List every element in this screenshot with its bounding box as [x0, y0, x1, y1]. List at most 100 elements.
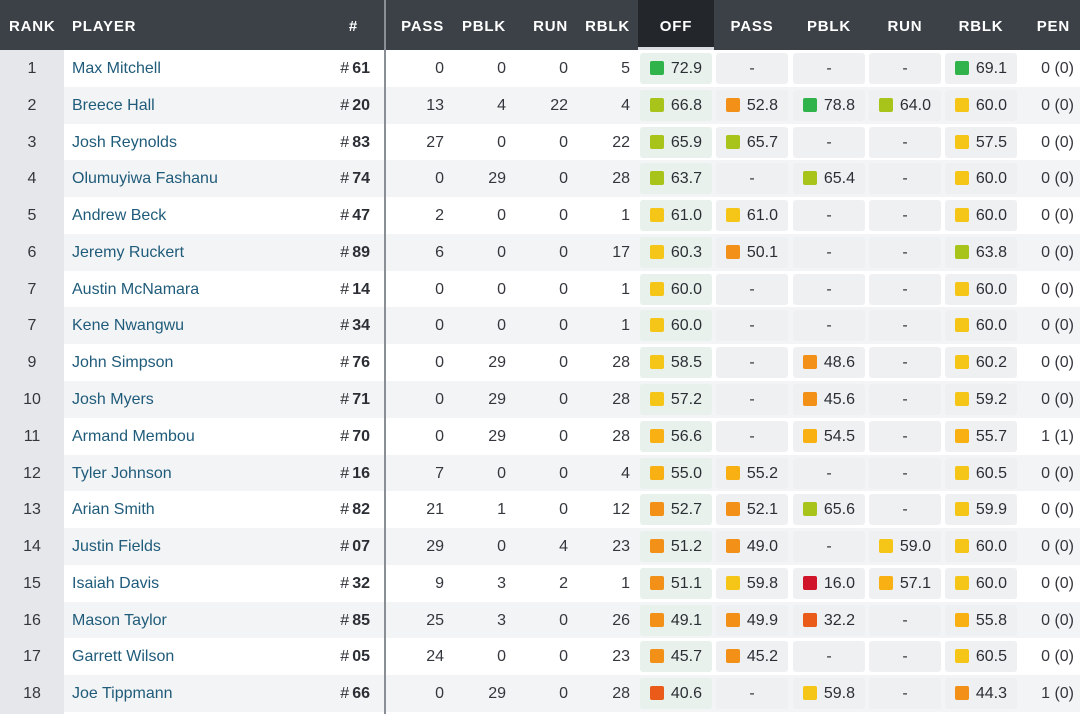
- snaps-run-cell: 0: [559, 685, 568, 703]
- player-name-link[interactable]: Jeremy Ruckert: [72, 243, 185, 261]
- penalties-cell: 0 (0): [1041, 96, 1074, 114]
- table-row[interactable]: 4 Olumuyiwa Fashanu #74 0 29 0 28 63.7 - 65.4 - 60.…: [0, 160, 1080, 198]
- header-grade-run[interactable]: RUN: [887, 18, 923, 35]
- grade-value: 40.6: [670, 685, 702, 703]
- no-grade-dash: -: [826, 243, 832, 261]
- table-row[interactable]: 1 Max Mitchell #61 0 0 0 5 72.9 - - - 69.1 0 (0): [0, 50, 1080, 87]
- no-grade-dash: -: [826, 280, 832, 298]
- jersey-number: #89: [320, 234, 370, 271]
- rank-cell: 14: [0, 528, 64, 565]
- grade-value: 57.5: [975, 133, 1007, 151]
- snaps-run-cell: 2: [559, 574, 568, 592]
- player-name-link[interactable]: Arian Smith: [72, 501, 155, 519]
- snaps-pass-cell: 0: [435, 317, 444, 335]
- table-row[interactable]: 7 Austin McNamara #14 0 0 0 1 60.0 - - - 60.0 0 (0): [0, 270, 1080, 308]
- snaps-pass-cell: 13: [426, 96, 444, 114]
- rank-cell: 2: [0, 86, 64, 124]
- player-name-link[interactable]: John Simpson: [72, 354, 174, 372]
- no-grade-dash: -: [902, 685, 908, 703]
- header-grade-pblk[interactable]: PBLK: [806, 18, 852, 35]
- player-name-link[interactable]: Austin McNamara: [72, 280, 200, 298]
- grade-rblk-cell: 60.0: [945, 567, 1017, 599]
- jersey-number-value: 61: [352, 60, 370, 77]
- header-snaps-pass[interactable]: PASS: [401, 18, 444, 35]
- no-grade-dash: -: [902, 354, 908, 372]
- grade-run-cell: -: [869, 163, 941, 195]
- jersey-number-value: 32: [352, 574, 370, 592]
- grade-value: 60.0: [670, 280, 702, 298]
- table-row[interactable]: 15 Isaiah Davis #32 9 3 2 1 51.1 59.8 16.0 57.1 60.…: [0, 564, 1080, 602]
- grade-rblk-cell: 60.0: [945, 89, 1017, 121]
- grade-off-cell: 51.1: [640, 567, 712, 599]
- table-row[interactable]: 7 Kene Nwangwu #34 0 0 0 1 60.0 - - - 60.0 0 (0): [0, 307, 1080, 345]
- header-snaps-rblk[interactable]: RBLK: [585, 18, 630, 35]
- snaps-run-cell: 0: [559, 170, 568, 188]
- player-name-link[interactable]: Tyler Johnson: [72, 464, 172, 482]
- grade-run-cell: -: [869, 641, 941, 673]
- player-name-link[interactable]: Kene Nwangwu: [72, 317, 185, 335]
- table-row[interactable]: 3 Josh Reynolds #83 27 0 0 22 65.9 65.7 - - 57.5 0 (…: [0, 123, 1080, 161]
- table-row[interactable]: 2 Breece Hall #20 13 4 22 4 66.8 52.8 78.8 64.0 60.…: [0, 86, 1080, 124]
- header-penalties[interactable]: PEN: [1036, 18, 1070, 35]
- no-grade-dash: -: [902, 170, 908, 188]
- grade-pblk-cell: 65.6: [793, 494, 865, 526]
- player-name-link[interactable]: Garrett Wilson: [72, 648, 175, 666]
- player-name-link[interactable]: Joe Tippmann: [72, 685, 173, 703]
- header-rank[interactable]: RANK: [9, 18, 56, 35]
- penalties-cell: 0 (0): [1041, 611, 1074, 629]
- player-name-link[interactable]: Isaiah Davis: [72, 574, 160, 592]
- table-row[interactable]: 6 Jeremy Ruckert #89 6 0 0 17 60.3 50.1 - - 63.8 0 (…: [0, 233, 1080, 271]
- header-grade-pass[interactable]: PASS: [730, 18, 774, 35]
- table-header: RANK PLAYER # PASS PBLK RUN RBLK OFF PAS…: [0, 0, 1080, 50]
- table-row[interactable]: 14 Justin Fields #07 29 0 4 23 51.2 49.0 - 59.0 60.…: [0, 528, 1080, 565]
- header-snaps-pblk[interactable]: PBLK: [461, 18, 506, 35]
- grade-color-icon: [726, 612, 740, 627]
- player-name-link[interactable]: Max Mitchell: [72, 60, 161, 77]
- header-off-grade[interactable]: OFF: [638, 0, 714, 50]
- player-name-link[interactable]: Josh Reynolds: [72, 133, 177, 151]
- table-row[interactable]: 12 Tyler Johnson #16 7 0 0 4 55.0 55.2 - - 60.5 0 (0…: [0, 454, 1080, 492]
- snaps-rblk-cell: 28: [612, 170, 630, 188]
- table-row[interactable]: 18 Joe Tippmann #66 0 29 0 28 40.6 - 59.8 - 44.3 1 (…: [0, 675, 1080, 713]
- grade-value: 52.1: [746, 501, 778, 519]
- header-player[interactable]: PLAYER: [72, 18, 137, 35]
- table-row[interactable]: 10 Josh Myers #71 0 29 0 28 57.2 - 45.6 - 59.2 0 (0): [0, 381, 1080, 418]
- grade-color-icon: [955, 208, 969, 223]
- jersey-number: #14: [320, 271, 370, 308]
- jersey-number-value: 20: [352, 96, 370, 114]
- penalties-cell: 0 (0): [1041, 243, 1074, 261]
- table-row[interactable]: 16 Mason Taylor #85 25 3 0 26 49.1 49.9 32.2 - 55.8…: [0, 601, 1080, 639]
- grade-value: 50.1: [746, 243, 778, 261]
- no-grade-dash: -: [902, 60, 908, 77]
- rank-cell: 15: [0, 564, 64, 602]
- table-row[interactable]: 9 John Simpson #76 0 29 0 28 58.5 - 48.6 - 60.2 0 (0…: [0, 344, 1080, 381]
- player-name-link[interactable]: Justin Fields: [72, 538, 161, 556]
- grade-color-icon: [726, 208, 740, 223]
- player-name-link[interactable]: Breece Hall: [72, 96, 155, 114]
- table-row[interactable]: 11 Armand Membou #70 0 29 0 28 56.6 - 54.5 - 55.7 1 …: [0, 417, 1080, 455]
- header-snaps-run[interactable]: RUN: [533, 18, 568, 35]
- player-name-link[interactable]: Andrew Beck: [72, 207, 167, 225]
- no-grade-dash: -: [749, 170, 755, 188]
- no-grade-dash: -: [902, 133, 908, 151]
- jersey-hash: #: [340, 538, 350, 556]
- header-grade-rblk[interactable]: RBLK: [958, 18, 1004, 35]
- grade-color-icon: [726, 97, 740, 112]
- player-name-link[interactable]: Olumuyiwa Fashanu: [72, 170, 218, 188]
- snaps-rblk-cell: 28: [612, 427, 630, 445]
- table-row[interactable]: 13 Arian Smith #82 21 1 0 12 52.7 52.1 65.6 - 59.9 0…: [0, 491, 1080, 529]
- header-number[interactable]: #: [348, 18, 358, 35]
- grade-color-icon: [803, 575, 817, 590]
- player-name-link[interactable]: Josh Myers: [72, 391, 154, 409]
- table-row[interactable]: 5 Andrew Beck #47 2 0 0 1 61.0 61.0 - - 60.0 0 (0): [0, 197, 1080, 234]
- grade-value: 60.0: [975, 96, 1007, 114]
- grade-rblk-cell: 60.2: [945, 347, 1017, 379]
- player-name-link[interactable]: Mason Taylor: [72, 611, 167, 629]
- player-name-link[interactable]: Armand Membou: [72, 427, 195, 445]
- no-grade-dash: -: [902, 611, 908, 629]
- grade-off-cell: 49.1: [640, 604, 712, 636]
- jersey-number-value: 05: [352, 648, 370, 666]
- jersey-hash: #: [340, 427, 350, 445]
- rank-cell: 11: [0, 417, 64, 455]
- table-row[interactable]: 17 Garrett Wilson #05 24 0 0 23 45.7 45.2 - - 60.5 0…: [0, 638, 1080, 676]
